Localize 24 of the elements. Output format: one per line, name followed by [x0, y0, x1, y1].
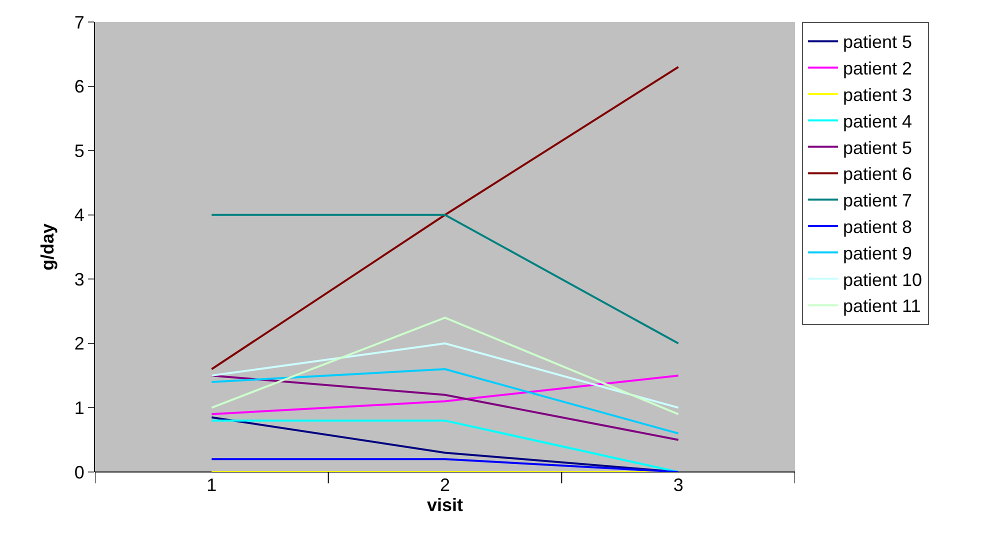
y-tick-label: 4 — [74, 205, 84, 226]
legend-label: patient 5 — [843, 32, 912, 52]
y-tick-label: 3 — [74, 269, 84, 290]
legend-label: patient 10 — [843, 270, 922, 290]
legend-label: patient 4 — [843, 111, 912, 132]
legend-label: patient 2 — [843, 58, 912, 79]
legend-label: patient 6 — [843, 164, 912, 184]
legend-label: patient 7 — [843, 190, 912, 211]
y-tick-label: 1 — [74, 398, 84, 418]
y-axis-title: g/day — [38, 223, 58, 271]
x-tick-label: 3 — [673, 475, 684, 495]
x-tick-label: 2 — [440, 475, 450, 495]
y-tick-label: 0 — [74, 462, 84, 482]
legend-label: patient 11 — [843, 296, 921, 316]
legend-label: patient 5 — [843, 138, 912, 158]
legend-label: patient 3 — [843, 85, 912, 106]
y-tick-label: 7 — [74, 12, 84, 32]
x-tick-label: 1 — [206, 475, 217, 495]
legend-label: patient 8 — [843, 217, 912, 238]
y-tick-label: 5 — [74, 140, 84, 161]
y-tick-label: 6 — [74, 76, 84, 97]
legend-label: patient 9 — [843, 243, 912, 264]
x-axis-title: visit — [426, 495, 464, 515]
y-tick-label: 2 — [74, 334, 84, 354]
